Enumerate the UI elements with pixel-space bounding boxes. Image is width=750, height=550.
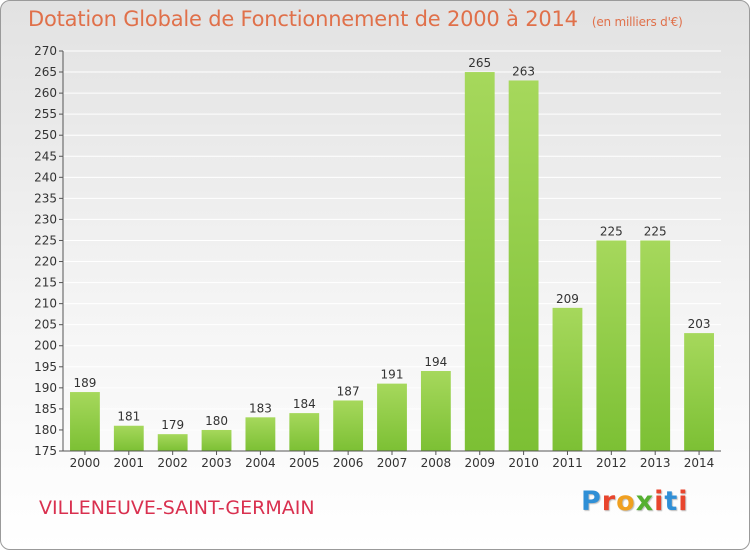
x-tick-label: 2003 <box>201 456 232 470</box>
logo-letter: r <box>601 486 617 517</box>
y-tick-label: 250 <box>34 128 57 142</box>
y-tick-label: 220 <box>34 255 57 269</box>
x-tick-label: 2012 <box>596 456 627 470</box>
bar-value-label: 209 <box>556 292 579 306</box>
x-tick-label: 2000 <box>70 456 101 470</box>
x-tick-label: 2001 <box>114 456 145 470</box>
bar-value-label: 189 <box>73 376 96 390</box>
logo-letter: x <box>635 486 655 517</box>
bar-value-label: 225 <box>644 224 667 238</box>
bar-value-label: 184 <box>293 397 316 411</box>
bar-2013[interactable] <box>640 240 671 451</box>
bar-value-label: 265 <box>468 56 491 70</box>
y-tick-label: 260 <box>34 86 57 100</box>
bar-2005[interactable] <box>289 413 320 451</box>
y-tick-label: 195 <box>34 360 57 374</box>
bar-value-label: 183 <box>249 401 272 415</box>
x-tick-label: 2010 <box>508 456 539 470</box>
logo-letter: P <box>581 486 602 517</box>
chart-unit: (en milliers d'€) <box>591 15 683 29</box>
bars <box>70 72 714 451</box>
x-tick-label: 2007 <box>377 456 408 470</box>
bar-value-label: 203 <box>688 317 711 331</box>
logo-letter: t <box>664 486 679 517</box>
y-tick-label: 265 <box>34 65 57 79</box>
y-tick-label: 215 <box>34 276 57 290</box>
x-tick-label: 2005 <box>289 456 320 470</box>
bar-2004[interactable] <box>245 417 276 451</box>
y-tick-label: 225 <box>34 233 57 247</box>
chart-title: Dotation Globale de Fonctionnement de 20… <box>28 7 683 31</box>
x-tick-label: 2014 <box>684 456 715 470</box>
axes <box>59 50 721 455</box>
x-tick-label: 2009 <box>464 456 495 470</box>
bar-value-label: 191 <box>381 368 404 382</box>
y-tick-label: 180 <box>34 423 57 437</box>
y-tick-label: 210 <box>34 297 57 311</box>
y-tick-label: 200 <box>34 339 57 353</box>
bar-2000[interactable] <box>70 392 100 451</box>
bar-value-label: 263 <box>512 64 535 78</box>
logo-letter: i <box>678 486 689 517</box>
bar-value-label: 187 <box>337 384 360 398</box>
y-tick-label: 270 <box>34 44 57 58</box>
y-tick-label: 240 <box>34 170 57 184</box>
x-tick-label: 2013 <box>640 456 671 470</box>
y-tick-label: 190 <box>34 381 57 395</box>
proxiti-logo[interactable]: Proxiti <box>581 486 689 517</box>
y-tick-label: 245 <box>34 149 57 163</box>
bar-2014[interactable] <box>684 333 714 451</box>
bar-2007[interactable] <box>377 383 407 451</box>
bar-2009[interactable] <box>464 72 495 451</box>
bar-2012[interactable] <box>596 240 627 451</box>
city-name: VILLENEUVE-SAINT-GERMAIN <box>39 497 315 519</box>
bar-2010[interactable] <box>508 80 539 451</box>
x-tick-label: 2008 <box>421 456 452 470</box>
x-tick-label: 2004 <box>245 456 276 470</box>
y-tick-label: 185 <box>34 402 57 416</box>
bar-2008[interactable] <box>420 371 451 451</box>
bar-value-label: 181 <box>117 410 140 424</box>
y-tick-label: 175 <box>34 444 57 458</box>
bar-value-label: 225 <box>600 224 623 238</box>
y-tick-label: 235 <box>34 191 57 205</box>
bar-2001[interactable] <box>113 425 144 451</box>
y-tick-label: 230 <box>34 212 57 226</box>
bar-2006[interactable] <box>333 400 364 451</box>
bar-value-label: 179 <box>161 418 184 432</box>
y-tick-label: 255 <box>34 107 57 121</box>
x-tick-label: 2002 <box>157 456 188 470</box>
bar-value-label: 194 <box>424 355 447 369</box>
logo-letter: i <box>654 486 665 517</box>
bar-2011[interactable] <box>552 307 583 451</box>
x-tick-label: 2006 <box>333 456 364 470</box>
bar-value-label: 180 <box>205 414 228 428</box>
logo-letter: o <box>616 486 636 517</box>
x-tick-label: 2011 <box>552 456 583 470</box>
bar-2002[interactable] <box>157 434 188 451</box>
chart-title-text: Dotation Globale de Fonctionnement de 20… <box>28 7 578 31</box>
bar-2003[interactable] <box>201 429 232 451</box>
y-tick-label: 205 <box>34 318 57 332</box>
labels: 175 180 185 190 195 200 205 210 215 220 225 230 235 2… <box>34 44 714 470</box>
